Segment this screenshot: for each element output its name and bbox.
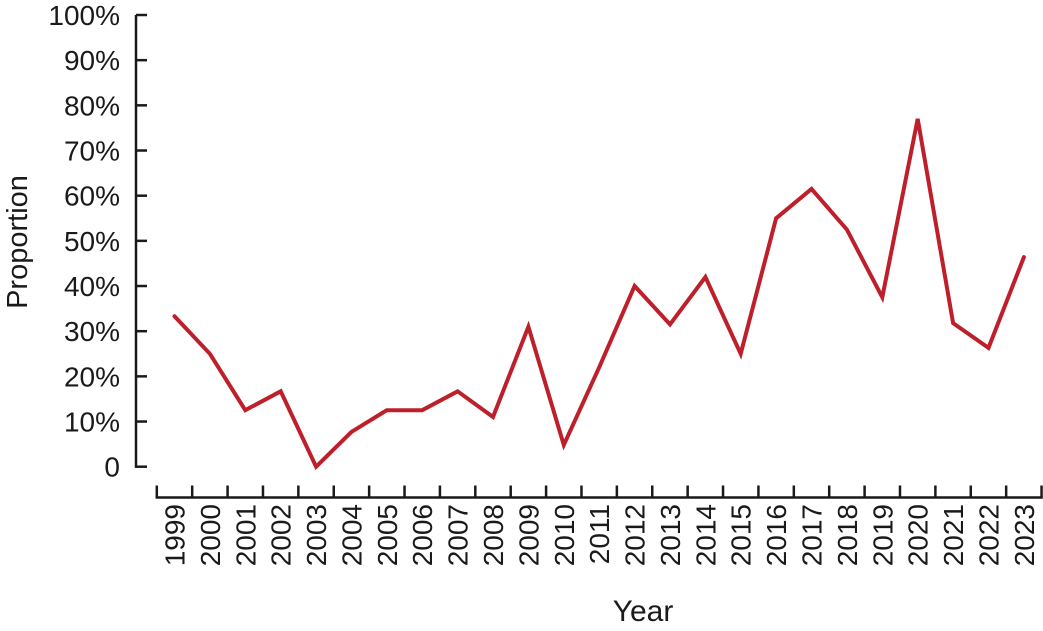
x-tick-label: 1999 — [160, 504, 191, 566]
y-tick-label: 10% — [64, 407, 120, 438]
x-tick-label: 2019 — [867, 504, 898, 566]
x-tick-label: 2002 — [266, 504, 297, 566]
x-tick-label: 2006 — [407, 504, 438, 566]
x-tick-label: 2000 — [195, 504, 226, 566]
y-tick-label: 100% — [48, 0, 120, 31]
series-layer — [172, 118, 1026, 471]
y-tick-label: 0 — [104, 452, 120, 483]
y-tick-label: 90% — [64, 45, 120, 76]
x-tick-label: 2020 — [903, 504, 934, 566]
y-axis-title: Proportion — [2, 175, 34, 309]
x-tick-label: 2008 — [478, 504, 509, 566]
y-tick-label: 50% — [64, 226, 120, 257]
x-tick-label: 2016 — [761, 504, 792, 566]
x-tick-label: 2021 — [938, 504, 969, 566]
x-tick-label: 2012 — [620, 504, 651, 566]
x-tick-label: 2013 — [655, 504, 686, 566]
x-tick-label: 2001 — [230, 504, 261, 566]
y-tick-label: 40% — [64, 271, 120, 302]
x-tick-label: 2014 — [690, 504, 721, 566]
x-tick-label: 2010 — [549, 504, 580, 566]
x-tick-label: 2009 — [513, 504, 544, 566]
x-tick-label: 2017 — [797, 504, 828, 566]
x-tick-label: 2015 — [726, 504, 757, 566]
x-axis-title: Year — [613, 595, 674, 628]
x-tick-label: 2007 — [443, 504, 474, 566]
y-tick-label: 20% — [64, 361, 120, 392]
y-tick-label: 70% — [64, 136, 120, 167]
x-tick-label: 2018 — [832, 504, 863, 566]
x-tick-label: 2005 — [372, 504, 403, 566]
axes-layer: 0 10% 20% 30% 40% 50% 60% 70% 80% 90% 100% 1999 2000… — [48, 0, 1043, 566]
x-tick-label: 2023 — [1009, 504, 1040, 566]
x-tick-label: 2004 — [336, 504, 367, 566]
y-tick-label: 30% — [64, 316, 120, 347]
x-tick-label: 2003 — [301, 504, 332, 566]
x-tick-label: 2022 — [973, 504, 1004, 566]
y-tick-label: 80% — [64, 90, 120, 121]
y-tick-label: 60% — [64, 181, 120, 212]
data-line-proportion — [172, 118, 1026, 471]
x-tick-label: 2011 — [584, 504, 615, 564]
